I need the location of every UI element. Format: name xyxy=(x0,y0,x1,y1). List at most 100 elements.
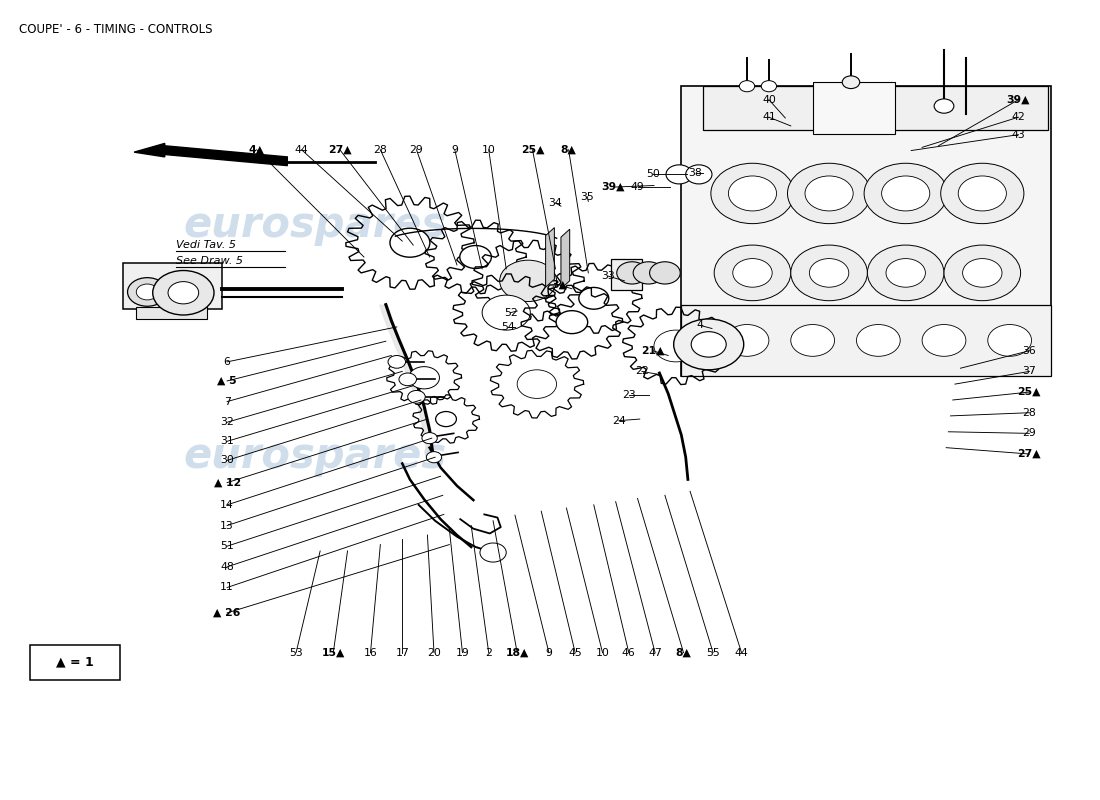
Circle shape xyxy=(482,295,530,330)
Text: 47: 47 xyxy=(648,648,662,658)
Text: 41: 41 xyxy=(762,112,776,122)
Text: 30: 30 xyxy=(220,455,234,466)
Circle shape xyxy=(788,163,871,224)
Text: 38: 38 xyxy=(689,168,703,178)
Circle shape xyxy=(714,245,791,301)
Circle shape xyxy=(962,258,1002,287)
Text: Vedi Tav. 5: Vedi Tav. 5 xyxy=(176,240,235,250)
Bar xyxy=(123,262,222,309)
Circle shape xyxy=(128,278,167,306)
Text: 9: 9 xyxy=(546,648,552,658)
Text: 20: 20 xyxy=(427,648,441,658)
Circle shape xyxy=(940,163,1024,224)
Text: 52: 52 xyxy=(504,308,517,318)
Circle shape xyxy=(168,282,199,304)
Text: 43: 43 xyxy=(1012,130,1025,140)
Circle shape xyxy=(659,334,693,358)
Circle shape xyxy=(886,258,925,287)
Text: 40: 40 xyxy=(762,94,776,105)
Text: 28: 28 xyxy=(1023,408,1036,418)
Text: 2: 2 xyxy=(485,648,492,658)
Circle shape xyxy=(399,373,417,386)
Circle shape xyxy=(460,246,492,269)
Circle shape xyxy=(634,262,663,284)
Circle shape xyxy=(728,176,777,211)
Circle shape xyxy=(408,390,426,403)
Text: See Draw. 5: See Draw. 5 xyxy=(176,256,243,266)
Text: eurospares: eurospares xyxy=(184,434,447,477)
Text: 8▲: 8▲ xyxy=(561,145,576,154)
Circle shape xyxy=(510,268,546,294)
Text: ▲ 26: ▲ 26 xyxy=(213,608,241,618)
Circle shape xyxy=(579,287,608,309)
Polygon shape xyxy=(546,228,554,287)
Circle shape xyxy=(805,176,854,211)
Circle shape xyxy=(711,163,794,224)
Circle shape xyxy=(436,411,456,426)
Circle shape xyxy=(810,258,849,287)
Circle shape xyxy=(673,319,744,370)
Bar xyxy=(703,86,1048,130)
Text: 44: 44 xyxy=(735,648,748,658)
Circle shape xyxy=(422,433,438,444)
Text: 34: 34 xyxy=(549,198,562,208)
Polygon shape xyxy=(681,86,1052,376)
Text: 11: 11 xyxy=(220,582,234,593)
Text: 7: 7 xyxy=(223,397,231,406)
Circle shape xyxy=(685,165,712,184)
Text: 15▲: 15▲ xyxy=(321,648,345,658)
Text: 9: 9 xyxy=(451,145,459,154)
Circle shape xyxy=(522,374,551,394)
Text: 36: 36 xyxy=(1023,346,1036,356)
Circle shape xyxy=(427,452,442,462)
Circle shape xyxy=(733,258,772,287)
Circle shape xyxy=(691,332,726,357)
Text: 55: 55 xyxy=(706,648,719,658)
Text: 35: 35 xyxy=(581,192,594,202)
Text: 4▲: 4▲ xyxy=(249,145,265,154)
Text: 50: 50 xyxy=(646,170,660,179)
Text: ▲ 5: ▲ 5 xyxy=(218,376,236,386)
Text: 54: 54 xyxy=(502,322,515,332)
Text: 46: 46 xyxy=(621,648,636,658)
Text: 42: 42 xyxy=(1012,112,1025,122)
Text: 25▲: 25▲ xyxy=(520,145,544,154)
Polygon shape xyxy=(561,229,570,289)
Circle shape xyxy=(136,284,158,300)
Circle shape xyxy=(739,81,755,92)
Circle shape xyxy=(617,262,648,284)
Circle shape xyxy=(881,176,930,211)
Polygon shape xyxy=(134,143,165,157)
Circle shape xyxy=(761,81,777,92)
Bar xyxy=(136,307,208,319)
Text: 10: 10 xyxy=(595,648,609,658)
Text: 24: 24 xyxy=(612,416,626,426)
Circle shape xyxy=(922,325,966,356)
Text: 4: 4 xyxy=(696,320,703,330)
Text: 29: 29 xyxy=(409,145,424,154)
Text: 51: 51 xyxy=(220,541,234,551)
Text: 21▲: 21▲ xyxy=(641,346,664,356)
Polygon shape xyxy=(165,146,287,166)
Text: 44: 44 xyxy=(295,145,308,154)
Text: 27▲: 27▲ xyxy=(1018,449,1042,459)
Circle shape xyxy=(958,176,1007,211)
Circle shape xyxy=(944,245,1021,301)
Text: ▲ 12: ▲ 12 xyxy=(213,478,241,488)
Circle shape xyxy=(412,370,436,386)
Text: 39▲: 39▲ xyxy=(1006,94,1031,105)
Text: ▲ = 1: ▲ = 1 xyxy=(56,656,94,669)
Bar xyxy=(681,305,1052,376)
Text: 53: 53 xyxy=(289,648,302,658)
Circle shape xyxy=(389,228,430,257)
Circle shape xyxy=(988,325,1032,356)
Text: 19: 19 xyxy=(455,648,470,658)
Circle shape xyxy=(480,543,506,562)
Bar xyxy=(612,258,642,290)
Text: 32: 32 xyxy=(220,418,234,427)
Text: 27▲: 27▲ xyxy=(328,145,352,154)
Text: 13: 13 xyxy=(220,521,234,530)
Text: 22: 22 xyxy=(635,366,649,376)
Circle shape xyxy=(934,99,954,114)
Text: 45: 45 xyxy=(569,648,582,658)
